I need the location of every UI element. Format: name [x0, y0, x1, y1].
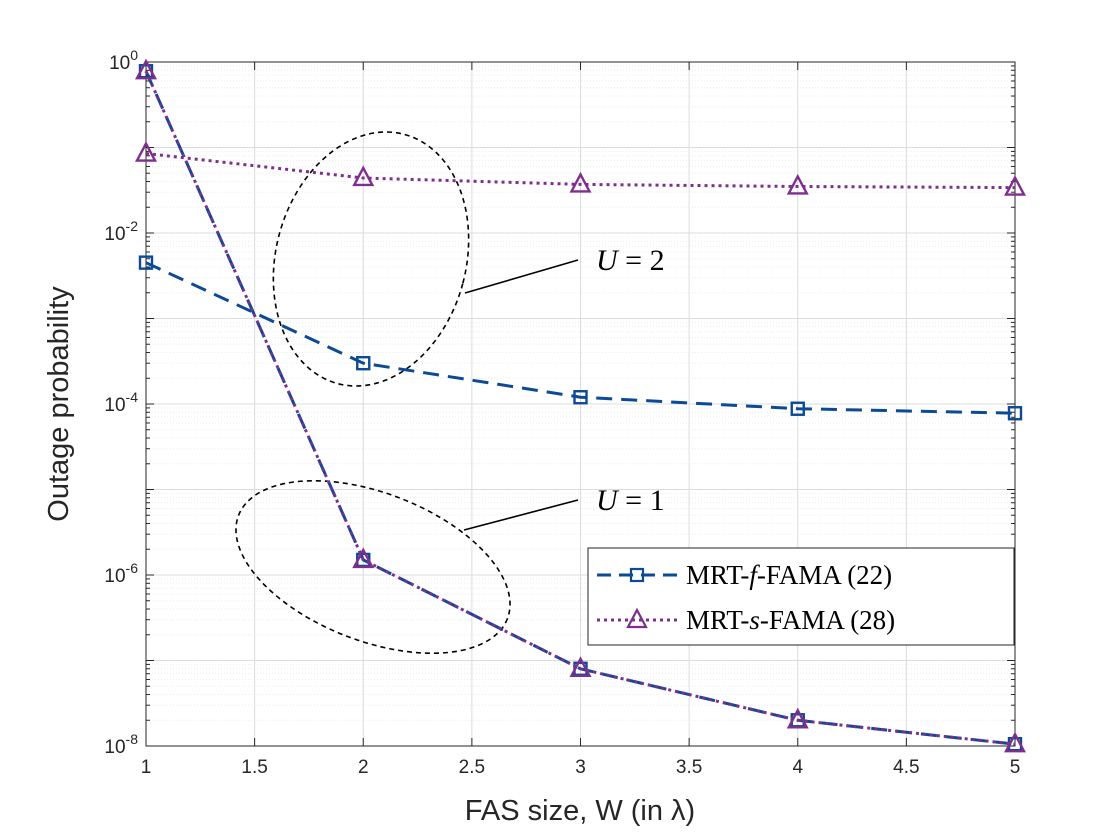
series-1-marker — [1007, 406, 1023, 421]
x-axis-label: FAS size, W (in λ) — [465, 795, 695, 827]
series-layer — [135, 58, 1026, 753]
series-1-marker — [790, 401, 805, 416]
series-2-marker — [135, 140, 157, 162]
series-2-marker — [352, 165, 375, 187]
series-2-line — [145, 152, 1016, 190]
legend-label-f-fama: MRT-f-FAMA (22) — [686, 560, 892, 590]
y-tick-label: 10-2 — [104, 218, 138, 245]
x-tick-label: 4.5 — [893, 757, 919, 778]
series-4-marker — [135, 58, 157, 80]
y-tick-label: 10-4 — [104, 389, 138, 416]
x-tick-label: 3 — [575, 757, 586, 778]
y-tick-labels: 100 10-2 10-4 10-6 10-8 — [104, 47, 138, 758]
series-4-marker — [352, 547, 375, 569]
legend-label-s-fama: MRT-s-FAMA (28) — [686, 605, 895, 635]
u1-leader-line — [463, 499, 579, 531]
series-2-marker — [786, 173, 809, 195]
x-tick-label: 5 — [1010, 757, 1021, 778]
series-4-marker — [569, 656, 592, 677]
series-1-line — [145, 261, 1016, 415]
series-1-marker — [573, 390, 588, 405]
y-tick-label: 10-6 — [104, 560, 138, 587]
y-tick-label: 100 — [109, 47, 138, 74]
x-tick-label: 1 — [141, 757, 152, 778]
series-4-marker — [1004, 731, 1026, 753]
x-tick-label: 1.5 — [241, 757, 267, 778]
x-tick-label: 2 — [358, 757, 369, 778]
x-tick-label: 3.5 — [676, 757, 702, 778]
y-tick-label: 10-8 — [104, 731, 138, 758]
series-1-marker — [138, 255, 154, 270]
u1-group-ellipse — [235, 479, 511, 655]
series-2-marker — [569, 171, 592, 193]
series-4-marker — [786, 707, 809, 729]
y-axis-label: Outage probability — [43, 286, 75, 522]
legend-box — [587, 547, 1015, 646]
annotation-u2: U = 2 — [596, 244, 665, 277]
series-2-marker — [1004, 174, 1026, 196]
annotation-u1: U = 1 — [596, 484, 665, 517]
legend: MRT-f-FAMA (22) MRT-s-FAMA (28) — [587, 547, 1015, 646]
x-tick-labels: 1 1.5 2 2.5 3 3.5 4 4.5 5 — [141, 757, 1021, 778]
x-tick-label: 4 — [792, 757, 803, 778]
legend-marker-s-fama — [626, 607, 648, 629]
x-tick-label: 2.5 — [459, 757, 485, 778]
series-1-marker — [356, 356, 371, 371]
u2-leader-line — [464, 259, 579, 294]
legend-marker-f-fama — [629, 567, 645, 583]
minor-grid — [146, 65, 1015, 721]
series-4-line — [144, 70, 1016, 746]
u2-group-ellipse — [272, 131, 470, 387]
